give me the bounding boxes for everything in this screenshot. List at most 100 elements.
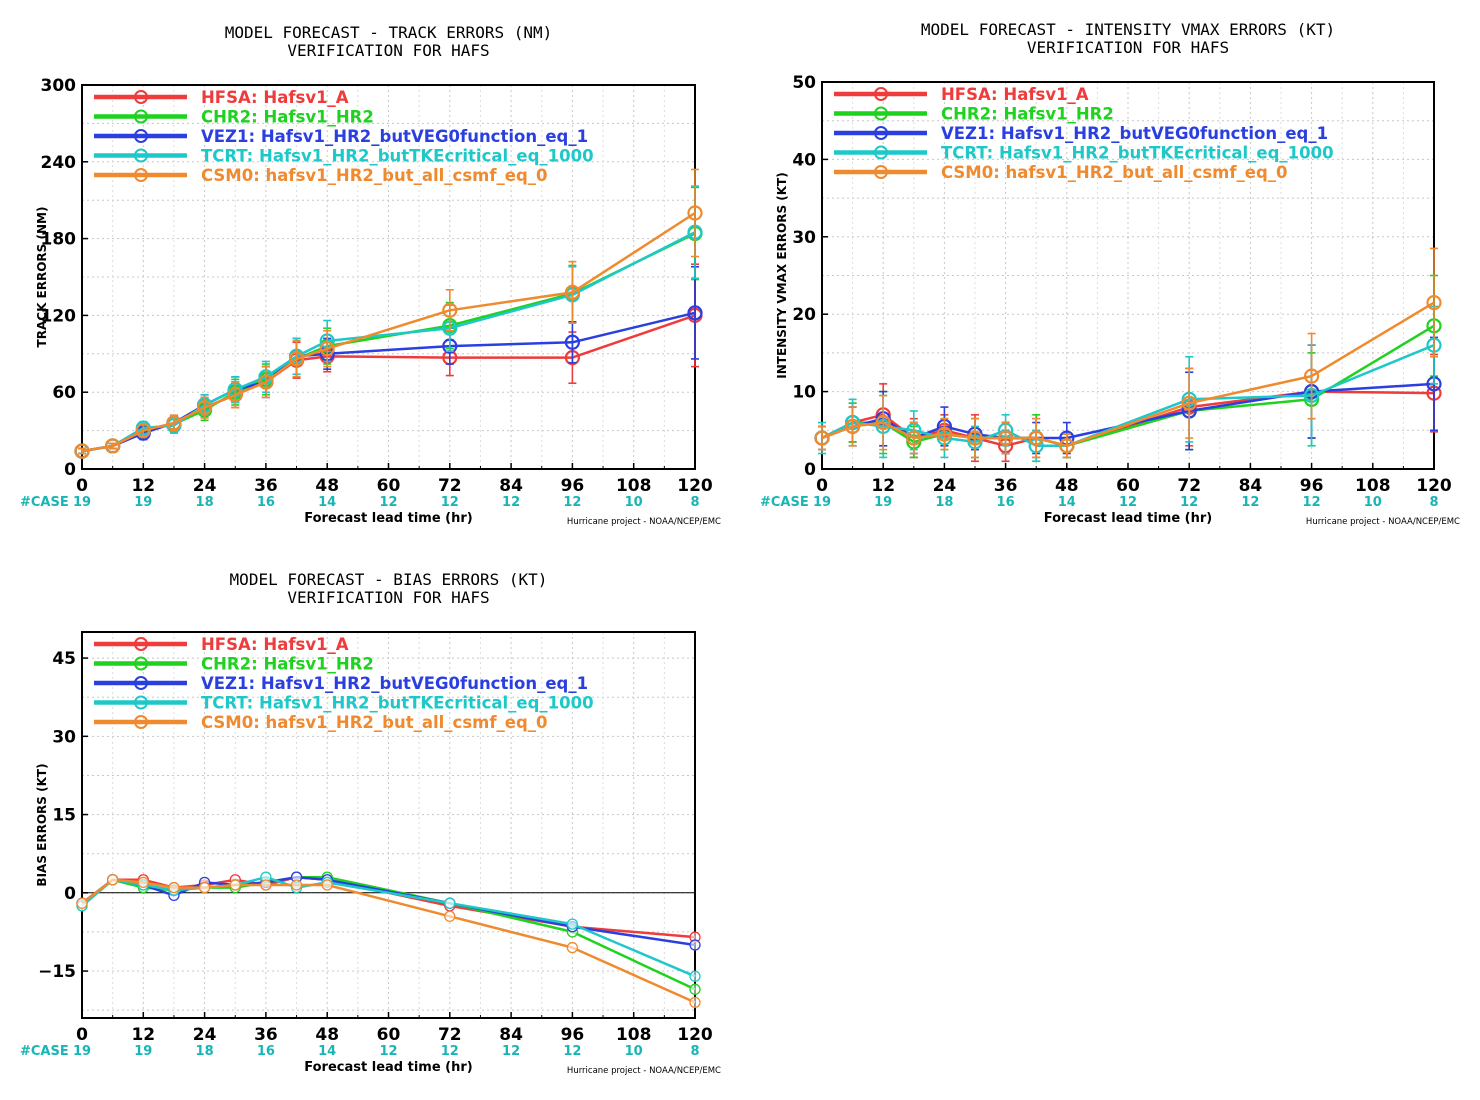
x-tick-label: 60 (377, 1025, 401, 1045)
data-point (567, 943, 577, 953)
x-tick-label: 12 (131, 476, 155, 496)
series-csm0 (76, 169, 702, 457)
credit-text: Hurricane project - NOAA/NCEP/EMC (567, 1066, 721, 1076)
x-tick-label: 120 (677, 476, 713, 496)
legend-entry-hfsa: HFSA: Hafsv1_A (201, 88, 349, 107)
credit-text: Hurricane project - NOAA/NCEP/EMC (1306, 517, 1460, 527)
y-tick-label: 300 (41, 76, 77, 96)
case-count: 16 (257, 495, 275, 510)
legend-entry-tcrt: TCRT: Hafsv1_HR2_butTKEcritical_eq_1000 (201, 147, 594, 166)
case-count: 12 (441, 495, 459, 510)
y-tick-label: −15 (38, 962, 76, 982)
y-tick-label: 15 (52, 806, 76, 826)
y-tick-label: 30 (792, 228, 816, 248)
legend-entry-hfsa: HFSA: Hafsv1_A (201, 635, 349, 654)
y-tick-label: 30 (52, 727, 76, 747)
case-count: 8 (690, 495, 699, 510)
case-count: 12 (441, 1044, 459, 1059)
legend-entry-tcrt: TCRT: Hafsv1_HR2_butTKEcritical_eq_1000 (941, 144, 1334, 163)
x-tick-label: 24 (193, 476, 217, 496)
data-point (445, 898, 455, 908)
track-chart: MODEL FORECAST - TRACK ERRORS (NM)VERIFI… (20, 23, 721, 527)
x-tick-label: 12 (131, 1025, 155, 1045)
case-label: #CASE (760, 495, 809, 510)
bias-chart: MODEL FORECAST - BIAS ERRORS (KT)VERIFIC… (20, 570, 721, 1076)
x-tick-label: 0 (816, 476, 828, 496)
case-count: 12 (563, 495, 581, 510)
y-tick-label: 10 (792, 383, 816, 403)
x-tick-label: 24 (933, 476, 957, 496)
case-count: 16 (997, 495, 1015, 510)
case-count: 19 (73, 495, 91, 510)
case-count: 19 (134, 1044, 152, 1059)
legend-entry-vez1: VEZ1: Hafsv1_HR2_butVEG0function_eq_1 (201, 127, 588, 146)
y-tick-label: 50 (792, 73, 816, 93)
x-tick-label: 60 (377, 476, 401, 496)
x-tick-label: 108 (616, 1025, 652, 1045)
x-tick-label: 96 (561, 1025, 585, 1045)
legend-entry-hfsa: HFSA: Hafsv1_A (941, 85, 1089, 104)
case-count: 16 (257, 1044, 275, 1059)
case-count: 12 (1241, 495, 1259, 510)
x-tick-label: 84 (499, 1025, 523, 1045)
data-point (138, 877, 148, 887)
x-axis-label: Forecast lead time (hr) (304, 511, 472, 526)
x-tick-label: 72 (1177, 476, 1201, 496)
x-tick-label: 48 (315, 1025, 339, 1045)
legend-entry-csm0: CSM0: hafsv1_HR2_but_all_csmf_eq_0 (941, 163, 1288, 182)
case-count: 8 (690, 1044, 699, 1059)
case-count: 14 (318, 1044, 336, 1059)
case-count: 18 (196, 1044, 214, 1059)
case-count: 18 (196, 495, 214, 510)
data-point (292, 880, 302, 890)
x-tick-label: 48 (315, 476, 339, 496)
figure: MODEL FORECAST - TRACK ERRORS (NM) VERIFI… (0, 0, 1480, 1100)
data-point (445, 911, 455, 921)
case-count: 14 (1058, 495, 1076, 510)
y-tick-label: 240 (41, 153, 77, 173)
x-tick-label: 84 (1239, 476, 1263, 496)
chart-title: MODEL FORECAST - INTENSITY VMAX ERRORS (… (921, 20, 1335, 39)
y-tick-label: 0 (804, 460, 816, 480)
data-point (169, 883, 179, 893)
x-tick-label: 120 (677, 1025, 713, 1045)
legend-entry-csm0: CSM0: hafsv1_HR2_but_all_csmf_eq_0 (201, 166, 548, 185)
case-label: #CASE (20, 495, 69, 510)
legend-entry-chr2: CHR2: Hafsv1_HR2 (201, 655, 374, 674)
y-axis-label: BIAS ERRORS (KT) (35, 763, 49, 886)
x-tick-label: 0 (76, 476, 88, 496)
x-tick-label: 36 (254, 476, 278, 496)
chart-title: MODEL FORECAST - BIAS ERRORS (KT) (230, 570, 548, 589)
data-point (690, 997, 700, 1007)
legend-entry-chr2: CHR2: Hafsv1_HR2 (201, 108, 374, 127)
data-point (690, 940, 700, 950)
case-count: 18 (935, 495, 953, 510)
case-count: 8 (1429, 495, 1438, 510)
data-point (230, 880, 240, 890)
y-tick-label: 20 (792, 305, 816, 325)
legend-entry-tcrt: TCRT: Hafsv1_HR2_butTKEcritical_eq_1000 (201, 694, 594, 713)
y-tick-label: 0 (64, 460, 76, 480)
y-tick-label: 45 (52, 649, 76, 669)
x-tick-label: 120 (1416, 476, 1452, 496)
data-point (690, 971, 700, 981)
case-count: 14 (318, 495, 336, 510)
x-tick-label: 96 (1300, 476, 1324, 496)
case-count: 19 (813, 495, 831, 510)
data-point (322, 880, 332, 890)
legend-entry-vez1: VEZ1: Hafsv1_HR2_butVEG0function_eq_1 (941, 124, 1328, 143)
x-tick-label: 0 (76, 1025, 88, 1045)
x-axis-label: Forecast lead time (hr) (304, 1060, 472, 1075)
x-tick-label: 12 (871, 476, 895, 496)
chart-title: MODEL FORECAST - TRACK ERRORS (NM) (225, 23, 553, 42)
legend-entry-chr2: CHR2: Hafsv1_HR2 (941, 105, 1114, 124)
chart-subtitle: VERIFICATION FOR HAFS (287, 588, 489, 607)
y-axis-label: TRACK ERRORS (NM) (35, 207, 49, 348)
case-count: 12 (502, 1044, 520, 1059)
credit-text: Hurricane project - NOAA/NCEP/EMC (567, 517, 721, 527)
x-tick-label: 96 (561, 476, 585, 496)
case-count: 19 (874, 495, 892, 510)
